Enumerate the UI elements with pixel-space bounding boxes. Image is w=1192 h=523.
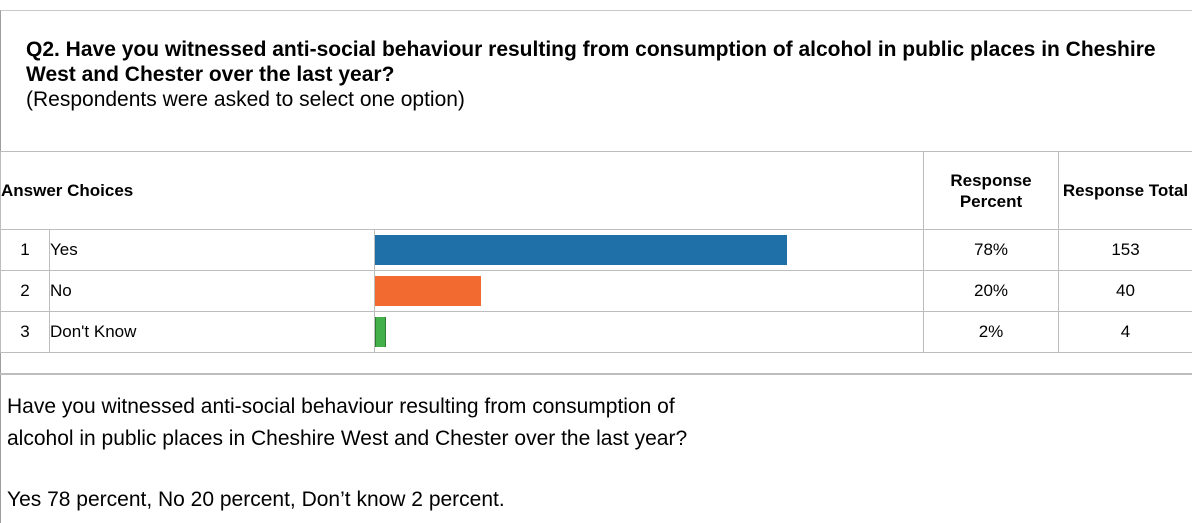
row-total: 4 <box>1058 311 1192 353</box>
response-bar <box>375 235 787 265</box>
response-percent-header: Response Percent <box>923 151 1059 230</box>
table-header-row: Answer Choices Response Percent Response… <box>0 151 1192 230</box>
question-title: Q2. Have you witnessed anti-social behav… <box>26 38 1156 86</box>
row-percent: 20% <box>923 270 1059 312</box>
row-label: Don't Know <box>49 311 375 353</box>
summary-question-text: Have you witnessed anti-social behaviour… <box>7 395 688 450</box>
response-total-header: Response Total <box>1058 151 1192 230</box>
row-total: 153 <box>1058 229 1192 271</box>
response-bar <box>375 317 386 347</box>
row-index: 2 <box>0 270 50 312</box>
results-table: Answer Choices Response Percent Response… <box>0 151 1192 353</box>
table-row: 3 Don't Know 2% 4 <box>0 311 1192 353</box>
summary-result-text: Yes 78 percent, No 20 percent, Don’t kno… <box>7 488 505 511</box>
row-index: 1 <box>0 229 50 271</box>
question-block: Q2. Have you witnessed anti-social behav… <box>26 37 1176 112</box>
response-bar <box>375 276 481 306</box>
row-label: No <box>49 270 375 312</box>
bar-cell <box>374 229 924 271</box>
question-note: (Respondents were asked to select one op… <box>26 88 465 111</box>
bar-cell <box>374 270 924 312</box>
answer-choices-header: Answer Choices <box>0 151 924 230</box>
row-total: 40 <box>1058 270 1192 312</box>
row-index: 3 <box>0 311 50 353</box>
row-percent: 2% <box>923 311 1059 353</box>
bar-cell <box>374 311 924 353</box>
text-summary: Have you witnessed anti-social behaviour… <box>0 373 1192 523</box>
row-label: Yes <box>49 229 375 271</box>
row-percent: 78% <box>923 229 1059 271</box>
table-row: 1 Yes 78% 153 <box>0 229 1192 271</box>
table-row: 2 No 20% 40 <box>0 270 1192 312</box>
